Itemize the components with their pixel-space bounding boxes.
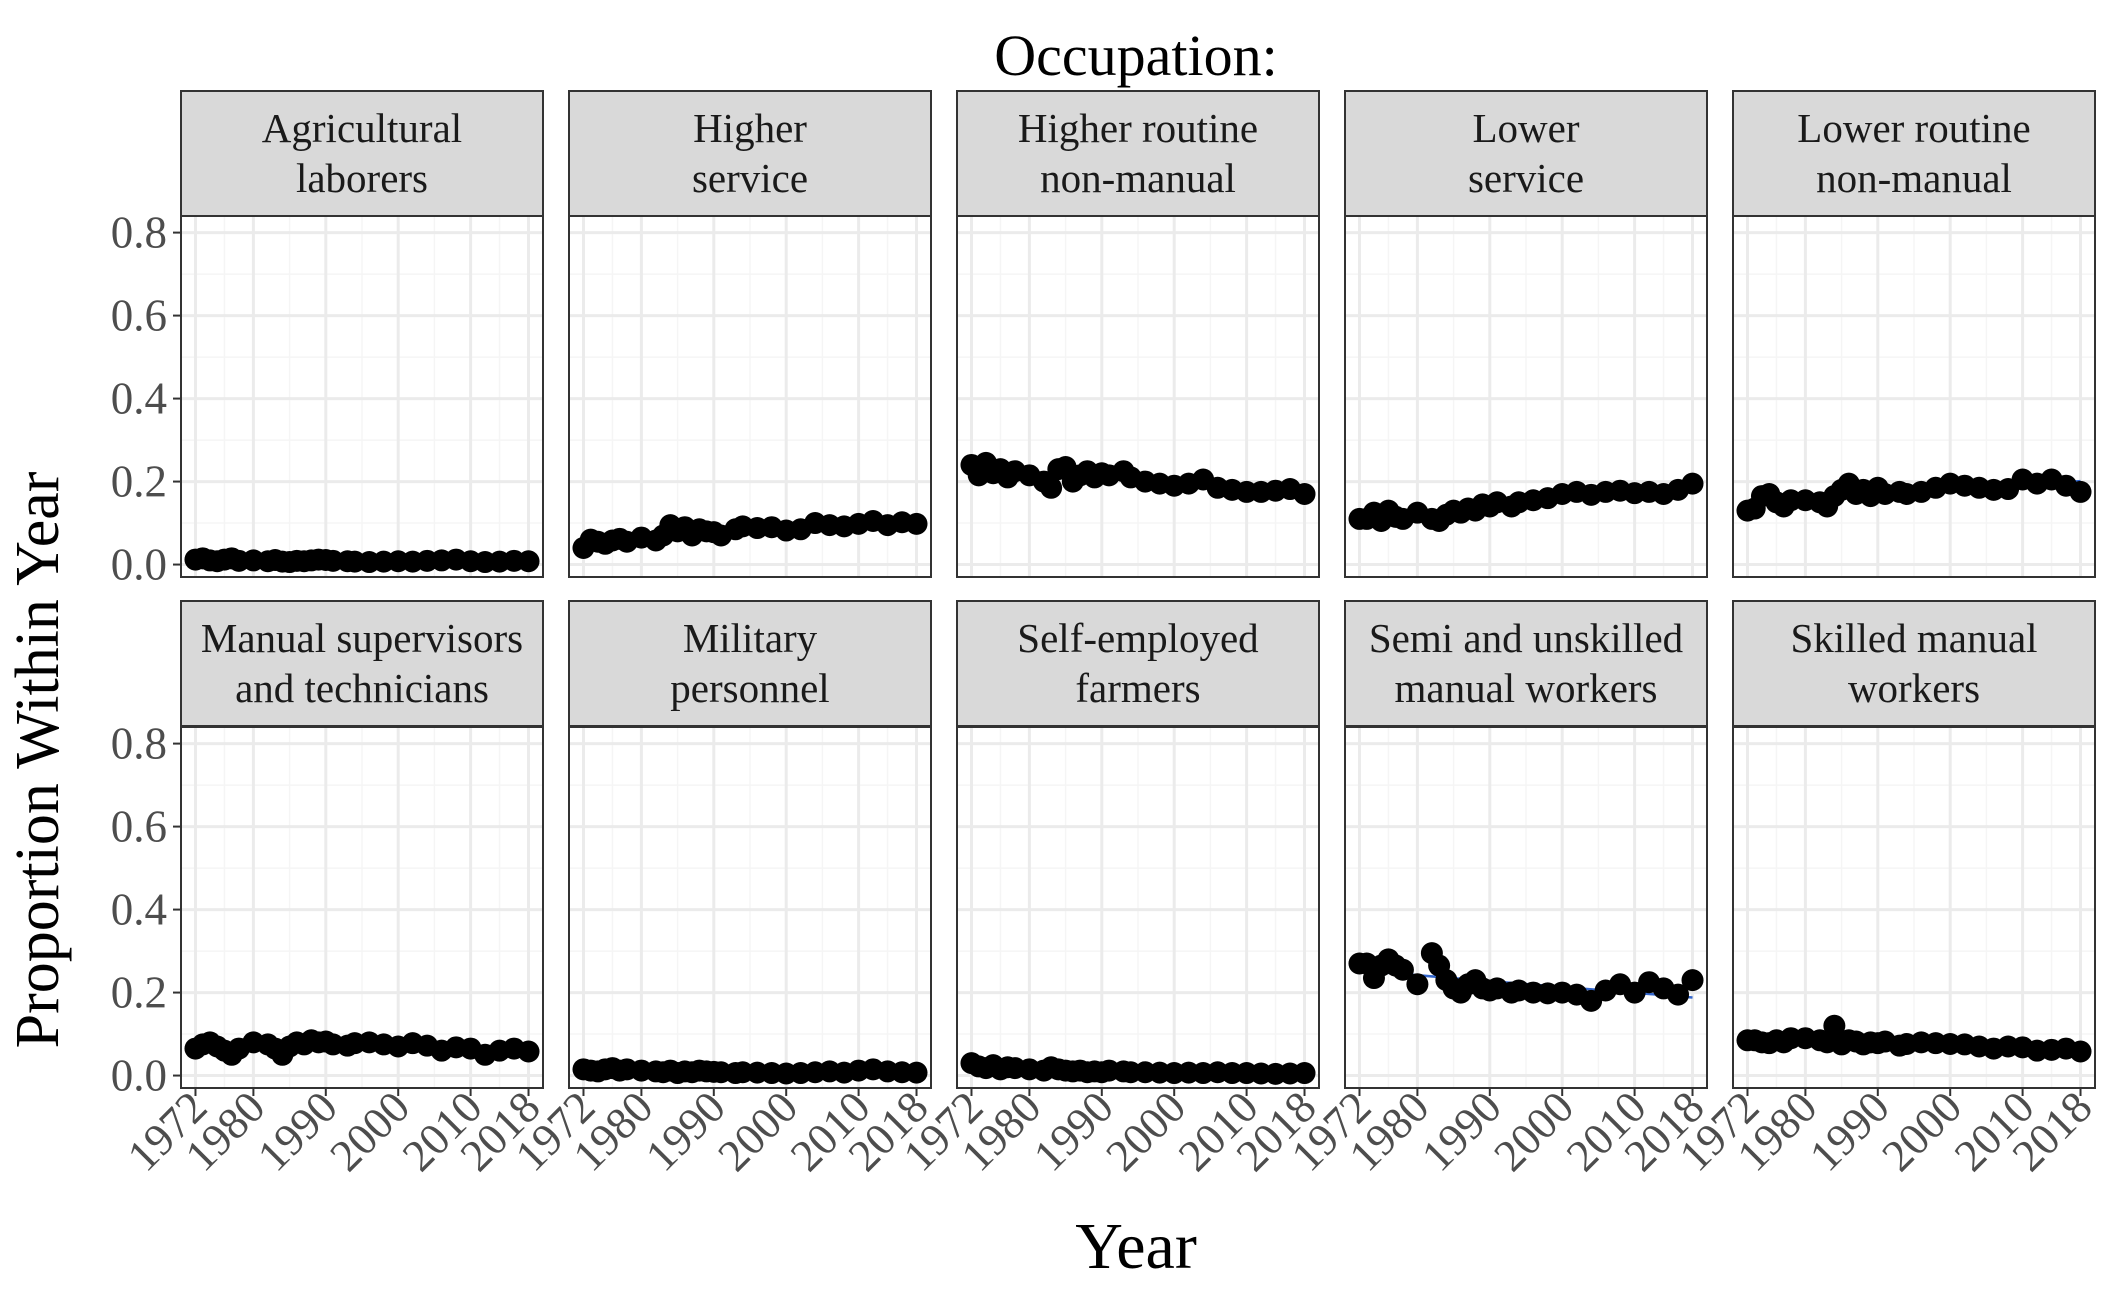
- strip-background: [1732, 600, 2096, 727]
- strip-label: personnel: [670, 665, 829, 711]
- strip-label: Lower routine: [1797, 105, 2030, 151]
- strip-label: workers: [1848, 665, 1980, 711]
- data-point: [1681, 969, 1704, 992]
- y-tick-label: 0.6: [111, 291, 167, 341]
- data-point: [1667, 983, 1690, 1006]
- strip-label: manual workers: [1395, 665, 1658, 711]
- strip-label: Skilled manual: [1790, 615, 2037, 661]
- strip-background: [180, 600, 544, 727]
- data-point: [905, 512, 928, 535]
- data-point: [1293, 483, 1316, 506]
- data-point: [1293, 1062, 1316, 1085]
- strip-label: service: [1468, 155, 1584, 201]
- strip-background: [956, 90, 1320, 217]
- data-point: [517, 1040, 540, 1063]
- data-point: [905, 1061, 928, 1084]
- strip-label: Self-employed: [1017, 615, 1258, 661]
- strip-label: service: [692, 155, 808, 201]
- y-tick-label: 0.4: [111, 374, 167, 424]
- strip-label: non-manual: [1040, 155, 1236, 201]
- x-tick-label: 1990: [1800, 1082, 1899, 1181]
- panel-border: [956, 726, 1320, 1089]
- x-tick-label: 1990: [248, 1082, 347, 1181]
- panel-border: [1732, 215, 2096, 578]
- strip-label: and technicians: [235, 665, 489, 711]
- data-point: [2069, 1040, 2092, 1063]
- y-tick-label: 0.0: [111, 1051, 167, 1101]
- data-point: [1823, 1014, 1846, 1037]
- x-tick-label: 2000: [1484, 1082, 1583, 1181]
- y-tick-label: 0.6: [111, 802, 167, 852]
- y-tick-label: 0.4: [111, 885, 167, 935]
- strip-label: non-manual: [1816, 155, 2012, 201]
- panel-border: [1732, 726, 2096, 1089]
- y-tick-label: 0.2: [111, 457, 167, 507]
- strip-label: Agricultural: [262, 105, 462, 151]
- strip-background: [180, 90, 544, 217]
- strip-label: farmers: [1075, 665, 1200, 711]
- strip-background: [568, 90, 932, 217]
- panel-7: Militarypersonnel19721980199020002010201…: [506, 600, 938, 1181]
- strip-label: Military: [683, 615, 818, 661]
- data-point: [1391, 958, 1414, 981]
- y-tick-label: 0.8: [111, 719, 167, 769]
- panel-border: [180, 215, 544, 578]
- panel-border: [180, 726, 544, 1089]
- x-tick-label: 2000: [320, 1082, 419, 1181]
- strip-label: Semi and unskilled: [1369, 615, 1683, 661]
- x-tick-label: 2000: [1872, 1082, 1971, 1181]
- panel-border: [1344, 726, 1708, 1089]
- panel-border: [1344, 215, 1708, 578]
- panel-8: Self-employedfarmers19721980199020002010…: [894, 600, 1326, 1181]
- x-tick-label: 2000: [708, 1082, 807, 1181]
- strip-background: [1732, 90, 2096, 217]
- x-tick-label: 1990: [636, 1082, 735, 1181]
- y-axis-title: Proportion Within Year: [4, 471, 72, 1048]
- data-point: [1040, 476, 1063, 499]
- x-tick-label: 1990: [1024, 1082, 1123, 1181]
- panel-10: Skilled manualworkers1972198019902000201…: [1670, 600, 2102, 1181]
- x-tick-label: 1990: [1412, 1082, 1511, 1181]
- strip-background: [956, 600, 1320, 727]
- strip-label: Higher routine: [1018, 105, 1258, 151]
- y-tick-label: 0.2: [111, 968, 167, 1018]
- panel-border: [568, 726, 932, 1089]
- chart-title: Occupation:: [994, 23, 1277, 88]
- strip-label: laborers: [296, 155, 428, 201]
- data-point: [1681, 472, 1704, 495]
- data-point: [517, 550, 540, 573]
- strip-label: Manual supervisors: [201, 615, 523, 661]
- x-axis-title: Year: [1075, 1210, 1197, 1283]
- x-tick-label: 2000: [1096, 1082, 1195, 1181]
- panel-border: [568, 215, 932, 578]
- y-tick-label: 0.8: [111, 208, 167, 258]
- strip-label: Higher: [693, 105, 807, 151]
- panel-border: [956, 215, 1320, 578]
- y-tick-label: 0.0: [111, 540, 167, 590]
- strip-background: [1344, 600, 1708, 727]
- data-point: [2069, 480, 2092, 503]
- strip-label: Lower: [1472, 105, 1579, 151]
- data-point: [1406, 973, 1429, 996]
